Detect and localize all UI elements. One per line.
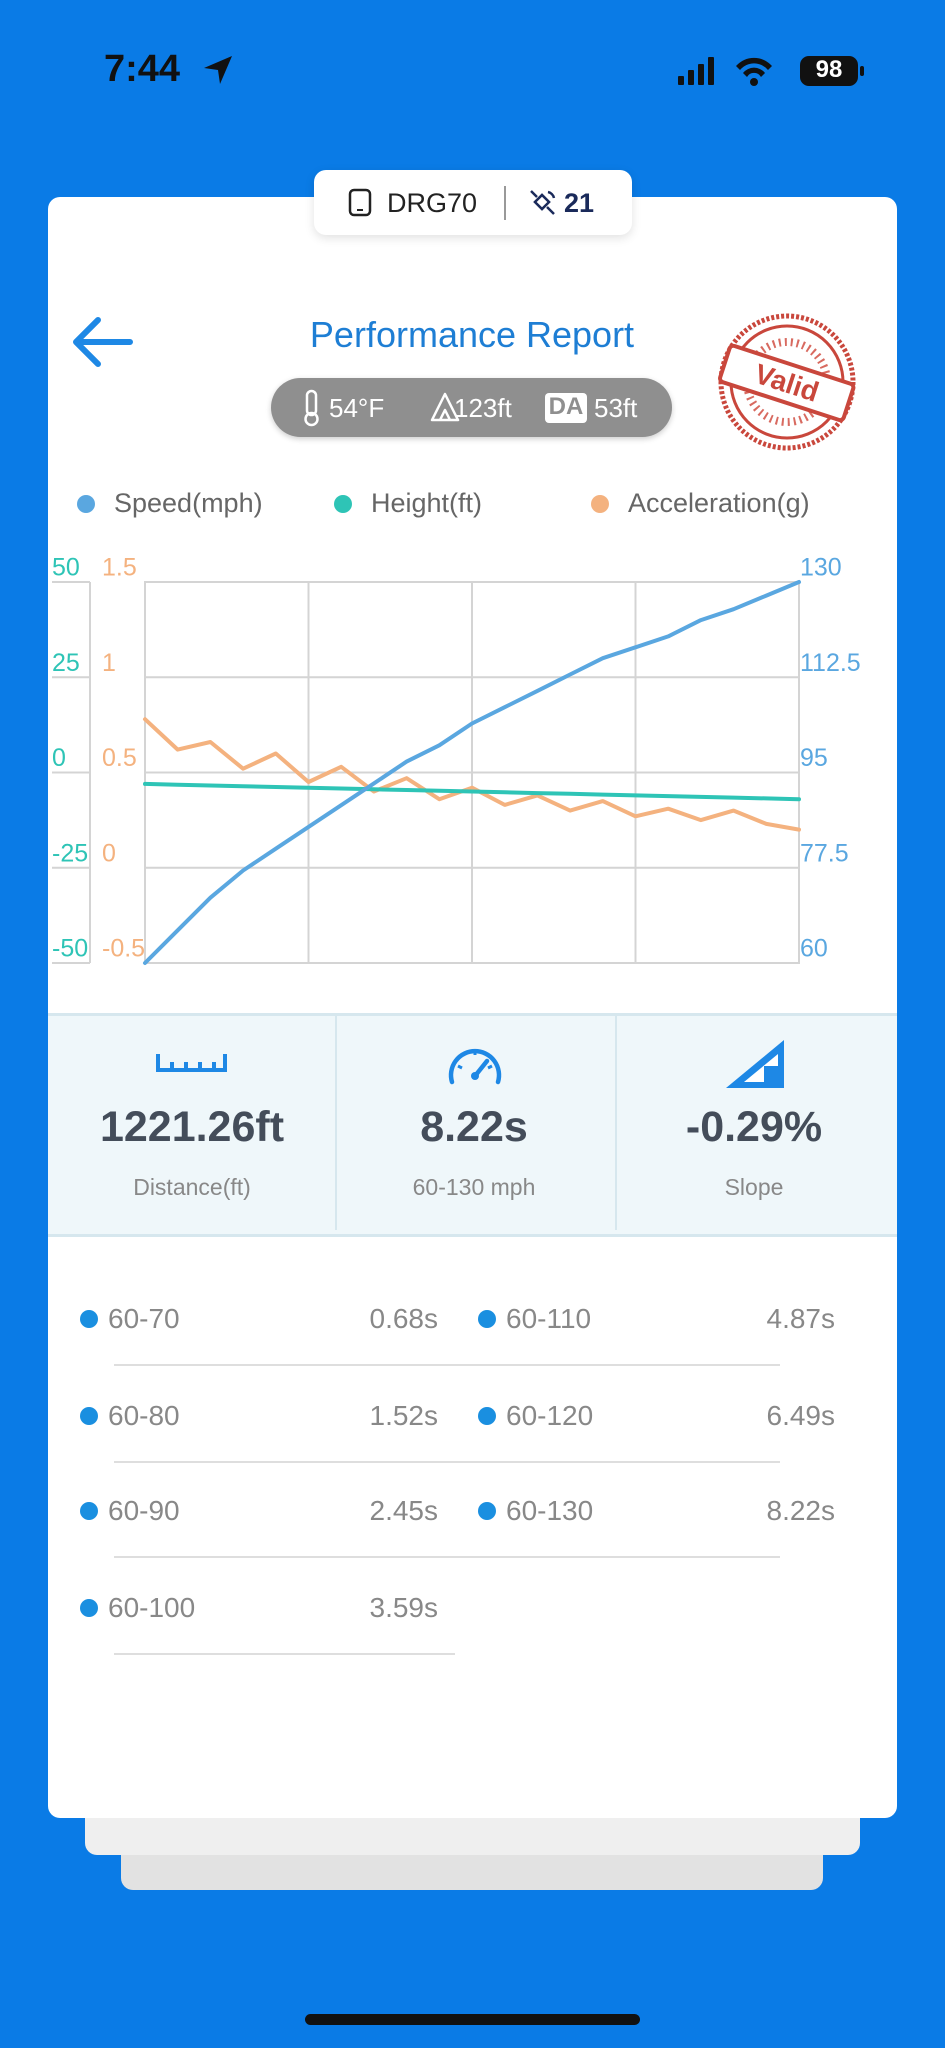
report-card	[48, 197, 897, 1818]
split-divider	[114, 1364, 780, 1366]
split-time: 4.87s	[766, 1303, 836, 1334]
split-time: 1.52s	[369, 1400, 439, 1431]
conditions-pill	[271, 378, 672, 437]
summary-label: 60-130 mph	[412, 1174, 536, 1200]
split-time: 2.45s	[369, 1495, 439, 1526]
summary-value: -0.29%	[685, 1103, 823, 1151]
page-title: Performance Report	[309, 314, 635, 355]
summary-divider	[615, 1016, 617, 1230]
split-range: 60-130	[506, 1495, 594, 1526]
split-bullet	[478, 1407, 496, 1425]
split-divider	[114, 1653, 455, 1655]
split-range: 60-80	[108, 1400, 180, 1431]
summary-divider	[335, 1016, 337, 1230]
split-divider	[114, 1461, 780, 1463]
split-bullet	[80, 1407, 98, 1425]
location-icon	[204, 56, 232, 84]
back-button[interactable]	[70, 314, 136, 370]
split-range: 60-120	[506, 1400, 594, 1431]
distance-icon	[156, 1054, 227, 1072]
split-time: 0.68s	[369, 1303, 439, 1334]
gauge-icon	[448, 1048, 502, 1085]
summary-label: Distance(ft)	[133, 1174, 251, 1200]
split-range: 60-100	[108, 1592, 196, 1623]
split-time: 6.49s	[766, 1400, 836, 1431]
device-icon	[348, 188, 372, 217]
split-bullet	[478, 1502, 496, 1520]
satellite-count: 21	[564, 188, 595, 218]
slope-icon	[726, 1040, 784, 1088]
satellite-icon	[530, 190, 556, 215]
split-range: 60-70	[108, 1303, 180, 1334]
split-time: 3.59s	[369, 1592, 439, 1623]
status-time: 7:44	[104, 48, 181, 90]
home-indicator	[305, 2014, 640, 2025]
splits-list: 1221.26ft Distance(ft) 8.22s 60-130 mph -0.2…	[80, 1103, 836, 1655]
summary-label: Slope	[724, 1174, 784, 1200]
density-altitude: 53ft	[594, 393, 638, 423]
battery-level: 98	[815, 56, 843, 83]
split-time: 8.22s	[766, 1495, 836, 1526]
valid-stamp: Valid	[718, 313, 856, 451]
density-altitude-label: DA	[548, 393, 584, 420]
device-name: DRG70	[387, 188, 478, 218]
split-divider	[114, 1556, 780, 1558]
split-range: 60-90	[108, 1495, 180, 1526]
split-bullet	[80, 1310, 98, 1328]
split-bullet	[478, 1310, 496, 1328]
summary-value: 1221.26ft	[99, 1103, 285, 1151]
conditions-icons	[304, 389, 587, 427]
altitude: 123ft	[454, 393, 512, 423]
temperature: 54°F	[329, 393, 385, 423]
split-bullet	[80, 1599, 98, 1617]
badge-divider	[504, 186, 506, 220]
device-badge[interactable]	[314, 170, 632, 235]
summary-value: 8.22s	[420, 1103, 528, 1151]
split-bullet	[80, 1502, 98, 1520]
status-icons	[678, 56, 864, 86]
split-range: 60-110	[506, 1303, 592, 1334]
